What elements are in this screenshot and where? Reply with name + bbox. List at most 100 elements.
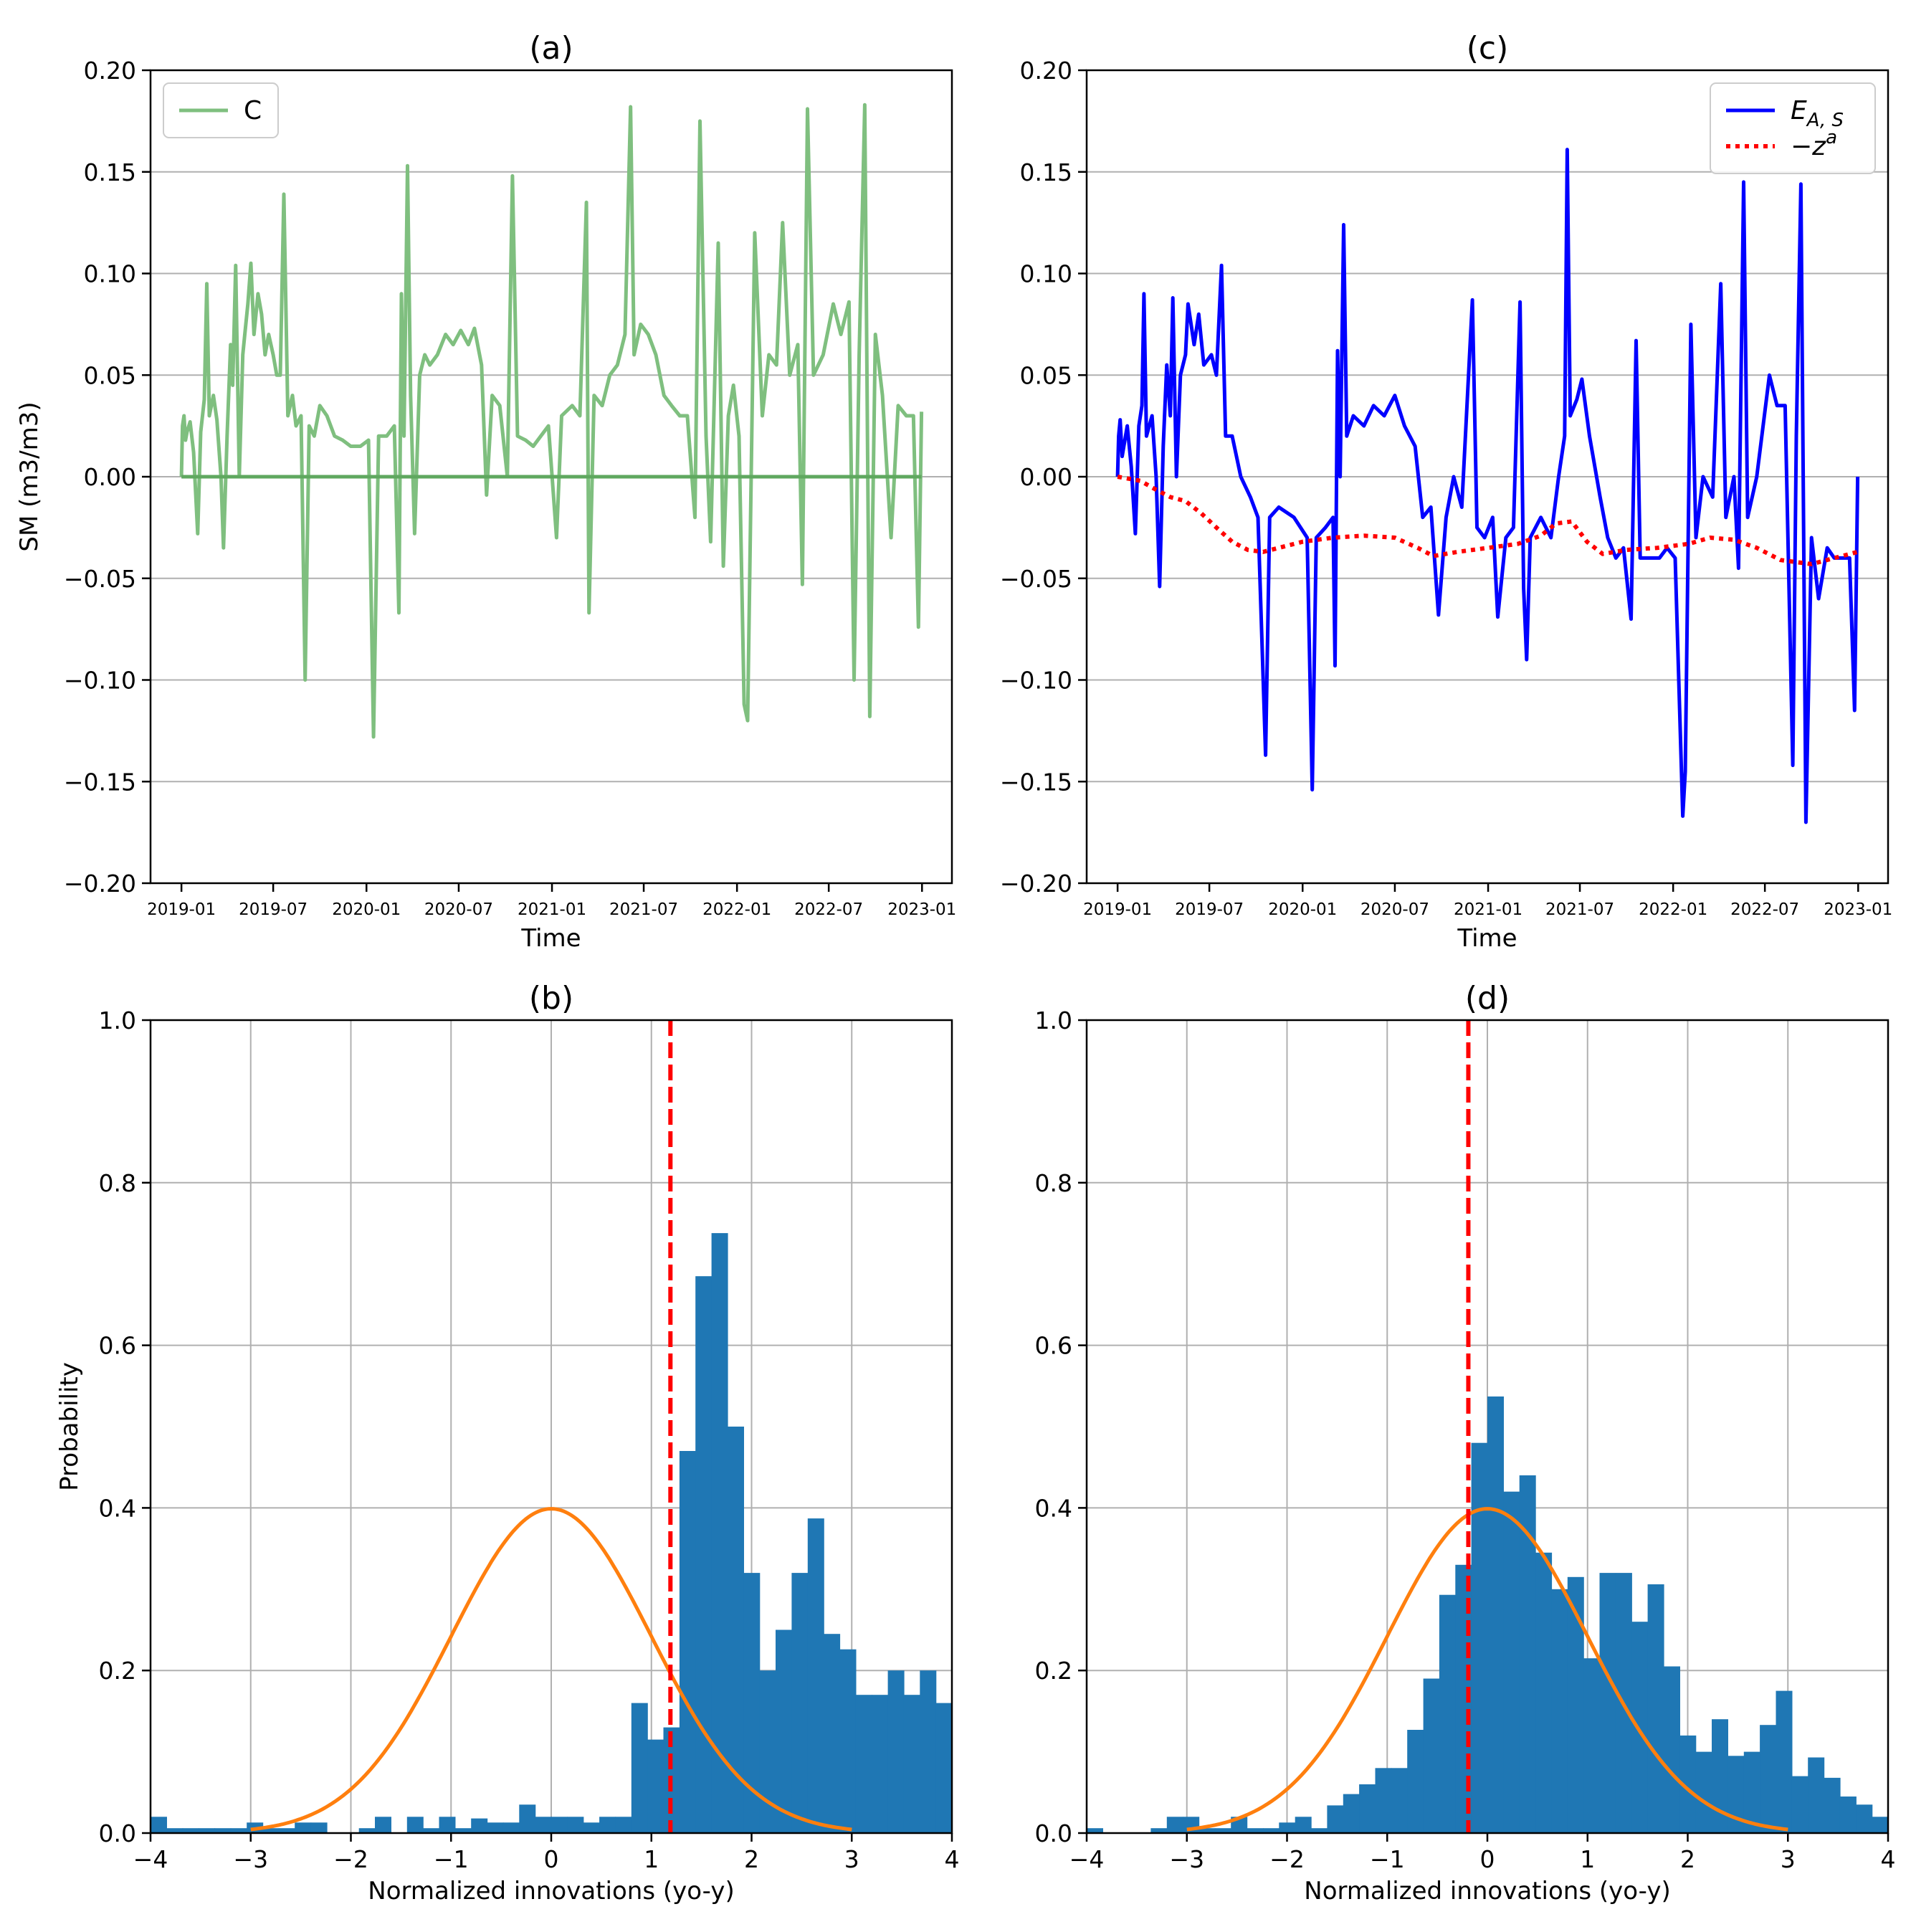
histogram-bar — [1824, 1777, 1841, 1833]
histogram-bar — [647, 1739, 664, 1833]
x-tick-label: 2021-01 — [1454, 900, 1522, 919]
y-axis-label: Probability — [55, 1362, 84, 1491]
y-tick-label: 0.00 — [1020, 463, 1072, 491]
x-tick-label: 2022-07 — [1730, 900, 1799, 919]
x-tick-label: 2022-01 — [1639, 900, 1707, 919]
histogram-bar — [1664, 1666, 1680, 1833]
x-tick-label: 2020-01 — [1268, 900, 1337, 919]
subplot-b: 0.0 0.2 0.4 0.6 0.8 1.0 −4 −3 −2 −1 0 1 2 3 4 (b) Normal… — [55, 980, 1032, 1905]
histogram-bar — [952, 1731, 968, 1833]
x-tick-label: 2019-07 — [239, 900, 308, 919]
histogram-bar — [1743, 1751, 1760, 1833]
histogram-bar — [1016, 1792, 1032, 1833]
histogram-bar — [1343, 1794, 1360, 1833]
histogram-bar — [1214, 1828, 1231, 1833]
x-tick-label: 2019-01 — [1083, 900, 1152, 919]
histogram-bar — [855, 1695, 872, 1833]
x-tick-label: 2020-07 — [1360, 900, 1429, 919]
legend-box — [1710, 82, 1876, 174]
series-line-secondary — [1117, 475, 1859, 566]
x-tick-label: 2023-01 — [1824, 900, 1892, 919]
histogram-bar — [535, 1817, 552, 1833]
x-tick-label: 2021-07 — [609, 900, 678, 919]
y-tick-label: 0.0 — [99, 1819, 136, 1847]
y-tick-label: 0.20 — [84, 57, 136, 85]
y-ticks: 0.0 0.2 0.4 0.6 0.8 1.0 — [99, 1007, 151, 1847]
legend: EA, S−za — [1710, 82, 1876, 174]
histogram-bar — [230, 1828, 247, 1833]
y-tick-label: 0.05 — [84, 361, 136, 389]
y-tick-label: 1.0 — [99, 1007, 136, 1034]
histogram-bar — [1727, 1756, 1745, 1833]
histogram-bar — [1904, 1822, 1911, 1833]
histogram-bar — [920, 1670, 937, 1833]
gridlines — [150, 1019, 953, 1834]
histogram-bar — [824, 1634, 841, 1833]
x-axis-label: Time — [1457, 924, 1517, 953]
histogram-bar — [1535, 1552, 1553, 1833]
x-tick-label: −1 — [1370, 1845, 1405, 1873]
y-tick-label: 0.2 — [99, 1657, 136, 1685]
plot-area — [179, 103, 924, 739]
histogram-bar — [567, 1817, 584, 1833]
plot-area — [1087, 1020, 1911, 1833]
y-tick-label: 1.0 — [1035, 1007, 1072, 1034]
y-tick-label: −0.15 — [64, 768, 136, 796]
y-tick-label: 0.05 — [1020, 361, 1072, 389]
histogram-bar — [454, 1828, 472, 1833]
subplot-title: (c) — [1467, 30, 1509, 67]
subplot-title: (d) — [1465, 980, 1510, 1017]
x-tick-label: −4 — [1069, 1845, 1105, 1873]
histogram-bar — [1487, 1396, 1504, 1833]
histogram-bar — [1423, 1678, 1440, 1833]
histogram-bar — [1856, 1804, 1873, 1833]
x-tick-label: 3 — [844, 1845, 859, 1873]
histogram-bar — [839, 1649, 857, 1833]
histogram-bar — [439, 1817, 456, 1833]
x-tick-label: 0 — [1480, 1845, 1495, 1873]
histogram-bar — [1150, 1828, 1168, 1833]
y-tick-label: −0.15 — [1000, 768, 1072, 796]
histogram-bar — [1760, 1725, 1777, 1833]
y-tick-label: 0.6 — [1035, 1332, 1072, 1360]
histogram-bar — [711, 1233, 728, 1833]
histogram-bar — [1872, 1817, 1888, 1833]
histogram-bar — [551, 1817, 568, 1833]
histogram-bar — [1295, 1817, 1312, 1833]
histogram-bar — [423, 1828, 440, 1833]
x-ticks: 2019-01 2019-07 2020-01 2020-07 2021-01 2021-… — [1083, 883, 1892, 919]
histogram-bar — [743, 1573, 761, 1833]
histogram-bar — [310, 1822, 328, 1833]
subplot-c: −0.20 −0.15 −0.10 −0.05 0.00 0.05 0.10 0.15 0.20… — [1000, 30, 1892, 953]
histogram-bar — [599, 1817, 616, 1833]
y-axis-label: SM (m3/m3) — [15, 401, 44, 551]
histogram-bar — [1567, 1576, 1584, 1833]
x-tick-label: 2021-07 — [1545, 900, 1614, 919]
histogram-bar — [872, 1695, 889, 1833]
y-ticks: 0.0 0.2 0.4 0.6 0.8 1.0 — [1035, 1007, 1087, 1847]
histogram-bar — [1791, 1776, 1808, 1833]
histogram-bar — [728, 1427, 744, 1833]
histogram-bar — [166, 1828, 184, 1833]
histogram-bar — [406, 1817, 424, 1833]
x-tick-label: 2019-07 — [1175, 900, 1244, 919]
histogram-bar — [1712, 1719, 1728, 1833]
x-tick-label: 2020-01 — [332, 900, 401, 919]
subplot-title: (b) — [529, 980, 573, 1017]
histogram-bar — [1839, 1797, 1857, 1833]
y-ticks: −0.20 −0.15 −0.10 −0.05 0.00 0.05 0.10 0.15 0.20 — [1000, 57, 1087, 898]
x-ticks: −4 −3 −2 −1 0 1 2 3 4 — [133, 1833, 960, 1873]
histogram-bar — [759, 1670, 776, 1833]
x-tick-label: 2021-01 — [518, 900, 586, 919]
histogram-bar — [1311, 1828, 1328, 1833]
x-tick-label: 1 — [1580, 1845, 1595, 1873]
histogram-bar — [375, 1817, 391, 1833]
histogram-bar — [1888, 1814, 1905, 1833]
x-tick-label: −1 — [434, 1845, 469, 1873]
x-axis-label: Normalized innovations (yo-y) — [1304, 1877, 1670, 1905]
x-tick-label: −2 — [333, 1845, 368, 1873]
histogram-bar — [887, 1670, 905, 1833]
histogram-bar — [358, 1828, 376, 1833]
y-tick-label: −0.05 — [64, 565, 136, 593]
